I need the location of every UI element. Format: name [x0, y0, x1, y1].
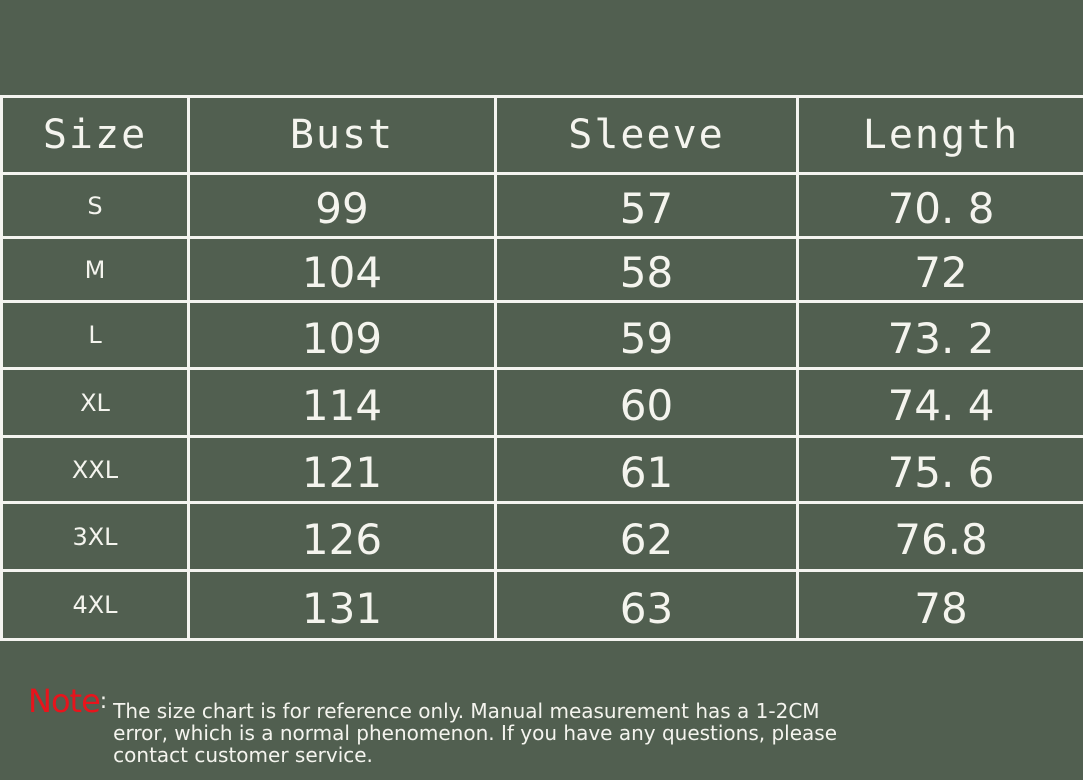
note-colon: :	[99, 689, 108, 714]
measurement-cell: 57	[497, 175, 796, 236]
note: Note: The size chart is for reference onl…	[28, 685, 873, 767]
measurement-cell: 72	[799, 239, 1083, 300]
header-cell-sleeve: Sleeve	[497, 98, 796, 172]
measurement-cell: 109	[190, 303, 494, 367]
header-cell-length: Length	[799, 98, 1083, 172]
measurement-cell: 126	[190, 504, 494, 569]
measurement-cell: 61	[497, 438, 796, 501]
header-cell-size: Size	[3, 98, 187, 172]
measurement-cell: 73. 2	[799, 303, 1083, 367]
note-label: Note	[28, 682, 101, 720]
measurement-cell: 78	[799, 572, 1083, 638]
size-cell: XL	[3, 370, 187, 435]
measurement-cell: 75. 6	[799, 438, 1083, 501]
measurement-cell: 59	[497, 303, 796, 367]
size-cell: 4XL	[3, 572, 187, 638]
measurement-cell: 58	[497, 239, 796, 300]
measurement-cell: 60	[497, 370, 796, 435]
note-text: The size chart is for reference only. Ma…	[113, 699, 838, 767]
measurement-cell: 63	[497, 572, 796, 638]
measurement-cell: 131	[190, 572, 494, 638]
header-cell-bust: Bust	[190, 98, 494, 172]
size-cell: S	[3, 175, 187, 236]
measurement-cell: 70. 8	[799, 175, 1083, 236]
size-chart-table: Size Bust Sleeve Length S 99 57 70. 8 M 104 58 72 L 1…	[0, 95, 1083, 641]
measurement-cell: 62	[497, 504, 796, 569]
size-cell: 3XL	[3, 504, 187, 569]
measurement-cell: 99	[190, 175, 494, 236]
size-cell: XXL	[3, 438, 187, 501]
size-cell: L	[3, 303, 187, 367]
measurement-cell: 74. 4	[799, 370, 1083, 435]
measurement-cell: 121	[190, 438, 494, 501]
measurement-cell: 76.8	[799, 504, 1083, 569]
measurement-cell: 104	[190, 239, 494, 300]
size-cell: M	[3, 239, 187, 300]
measurement-cell: 114	[190, 370, 494, 435]
